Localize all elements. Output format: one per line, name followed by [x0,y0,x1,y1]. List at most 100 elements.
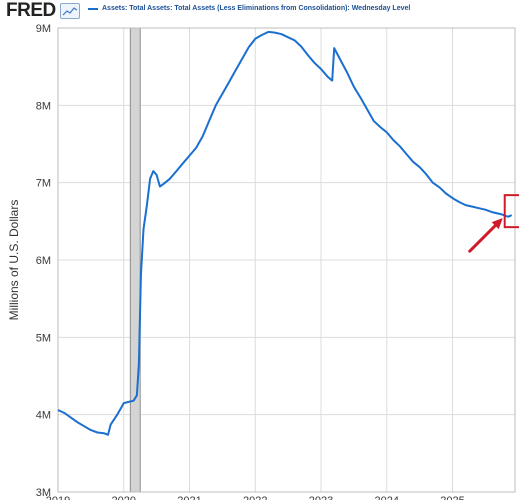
arrow-head [491,218,503,230]
grid [57,27,515,493]
data-point [221,93,223,95]
data-point [372,120,374,122]
data-point [294,39,296,41]
data-point [386,131,388,133]
fred-chart-icon [60,3,80,19]
data-point [149,178,151,180]
y-tick-label: 7M [36,178,51,190]
data-point [392,139,394,141]
data-point [155,174,157,176]
data-point [116,413,118,415]
data-point [107,434,109,436]
y-axis-ticks: 3M 4M 5M 6M 7M 8M 9M [36,23,51,499]
data-point [478,207,480,209]
y-tick-label: 6M [36,255,51,267]
series-points [57,31,513,436]
x-tick-label: 2022 [243,495,267,500]
data-point [83,425,85,427]
recession-band [129,27,141,493]
data-point [70,417,72,419]
data-point [458,201,460,203]
data-point [511,214,513,216]
data-point [146,205,148,207]
legend: Assets: Total Assets: Total Assets (Less… [88,5,410,12]
data-point [63,412,65,414]
data-point [152,170,154,172]
y-tick-label: 3M [36,487,51,499]
series-line [57,30,513,436]
data-point [501,213,503,215]
data-point [254,38,256,40]
data-point [241,58,243,60]
chart-header: FRED Assets: Total Assets: Total Assets … [0,0,519,24]
data-point [359,96,361,98]
data-point [497,212,499,214]
legend-label: Assets: Total Assets: Total Assets (Less… [102,5,411,12]
legend-swatch [88,7,98,10]
data-point [353,86,355,88]
data-point [451,197,453,199]
data-point [320,68,322,70]
data-point [287,36,289,38]
data-point [346,72,348,74]
data-point [132,400,134,402]
data-point [333,47,335,49]
data-point [280,33,282,35]
highlight-arrow [468,218,503,253]
data-point [96,431,98,433]
x-tick-label: 2025 [440,495,464,500]
data-point [484,209,486,211]
data-point [425,173,427,175]
data-point [379,126,381,128]
data-point [432,181,434,183]
data-point [201,135,203,137]
data-point [326,76,328,78]
data-point [228,81,230,83]
data-point [123,402,125,404]
plot-frame [57,27,516,493]
data-point [234,69,236,71]
data-point [399,145,401,147]
data-point [412,161,414,163]
x-tick-label: 2019 [46,495,70,500]
data-point [90,429,92,431]
data-point [129,400,131,402]
data-point [175,170,177,172]
data-point [57,409,59,411]
y-tick-label: 4M [36,410,51,422]
data-point [159,185,161,187]
data-point [464,204,466,206]
arrow-shaft [468,221,500,253]
data-point [208,120,210,122]
data-point [162,183,164,185]
data-point [142,228,144,230]
data-point [471,205,473,207]
data-point [405,153,407,155]
data-point [331,79,333,81]
data-point [138,362,140,364]
data-point [77,421,79,423]
data-point [445,192,447,194]
fred-logo[interactable]: FRED [6,0,56,21]
data-point [261,34,263,36]
data-point [274,31,276,33]
data-point [103,432,105,434]
x-axis-ticks: 2019 2020 2021 2022 2023 2024 2025 [46,495,465,500]
data-point [491,211,493,213]
data-point [247,46,249,48]
data-point [136,394,138,396]
data-point [438,186,440,188]
data-point [307,54,309,56]
y-axis-label: Millions of U.S. Dollars [7,200,21,321]
y-tick-label: 5M [36,332,51,344]
x-tick-label: 2023 [309,495,333,500]
data-point [109,424,111,426]
y-tick-label: 9M [36,23,51,35]
data-point [182,162,184,164]
data-point [340,59,342,61]
data-point [140,274,142,276]
data-point [267,31,269,33]
data-point [300,45,302,47]
x-tick-label: 2020 [112,495,136,500]
